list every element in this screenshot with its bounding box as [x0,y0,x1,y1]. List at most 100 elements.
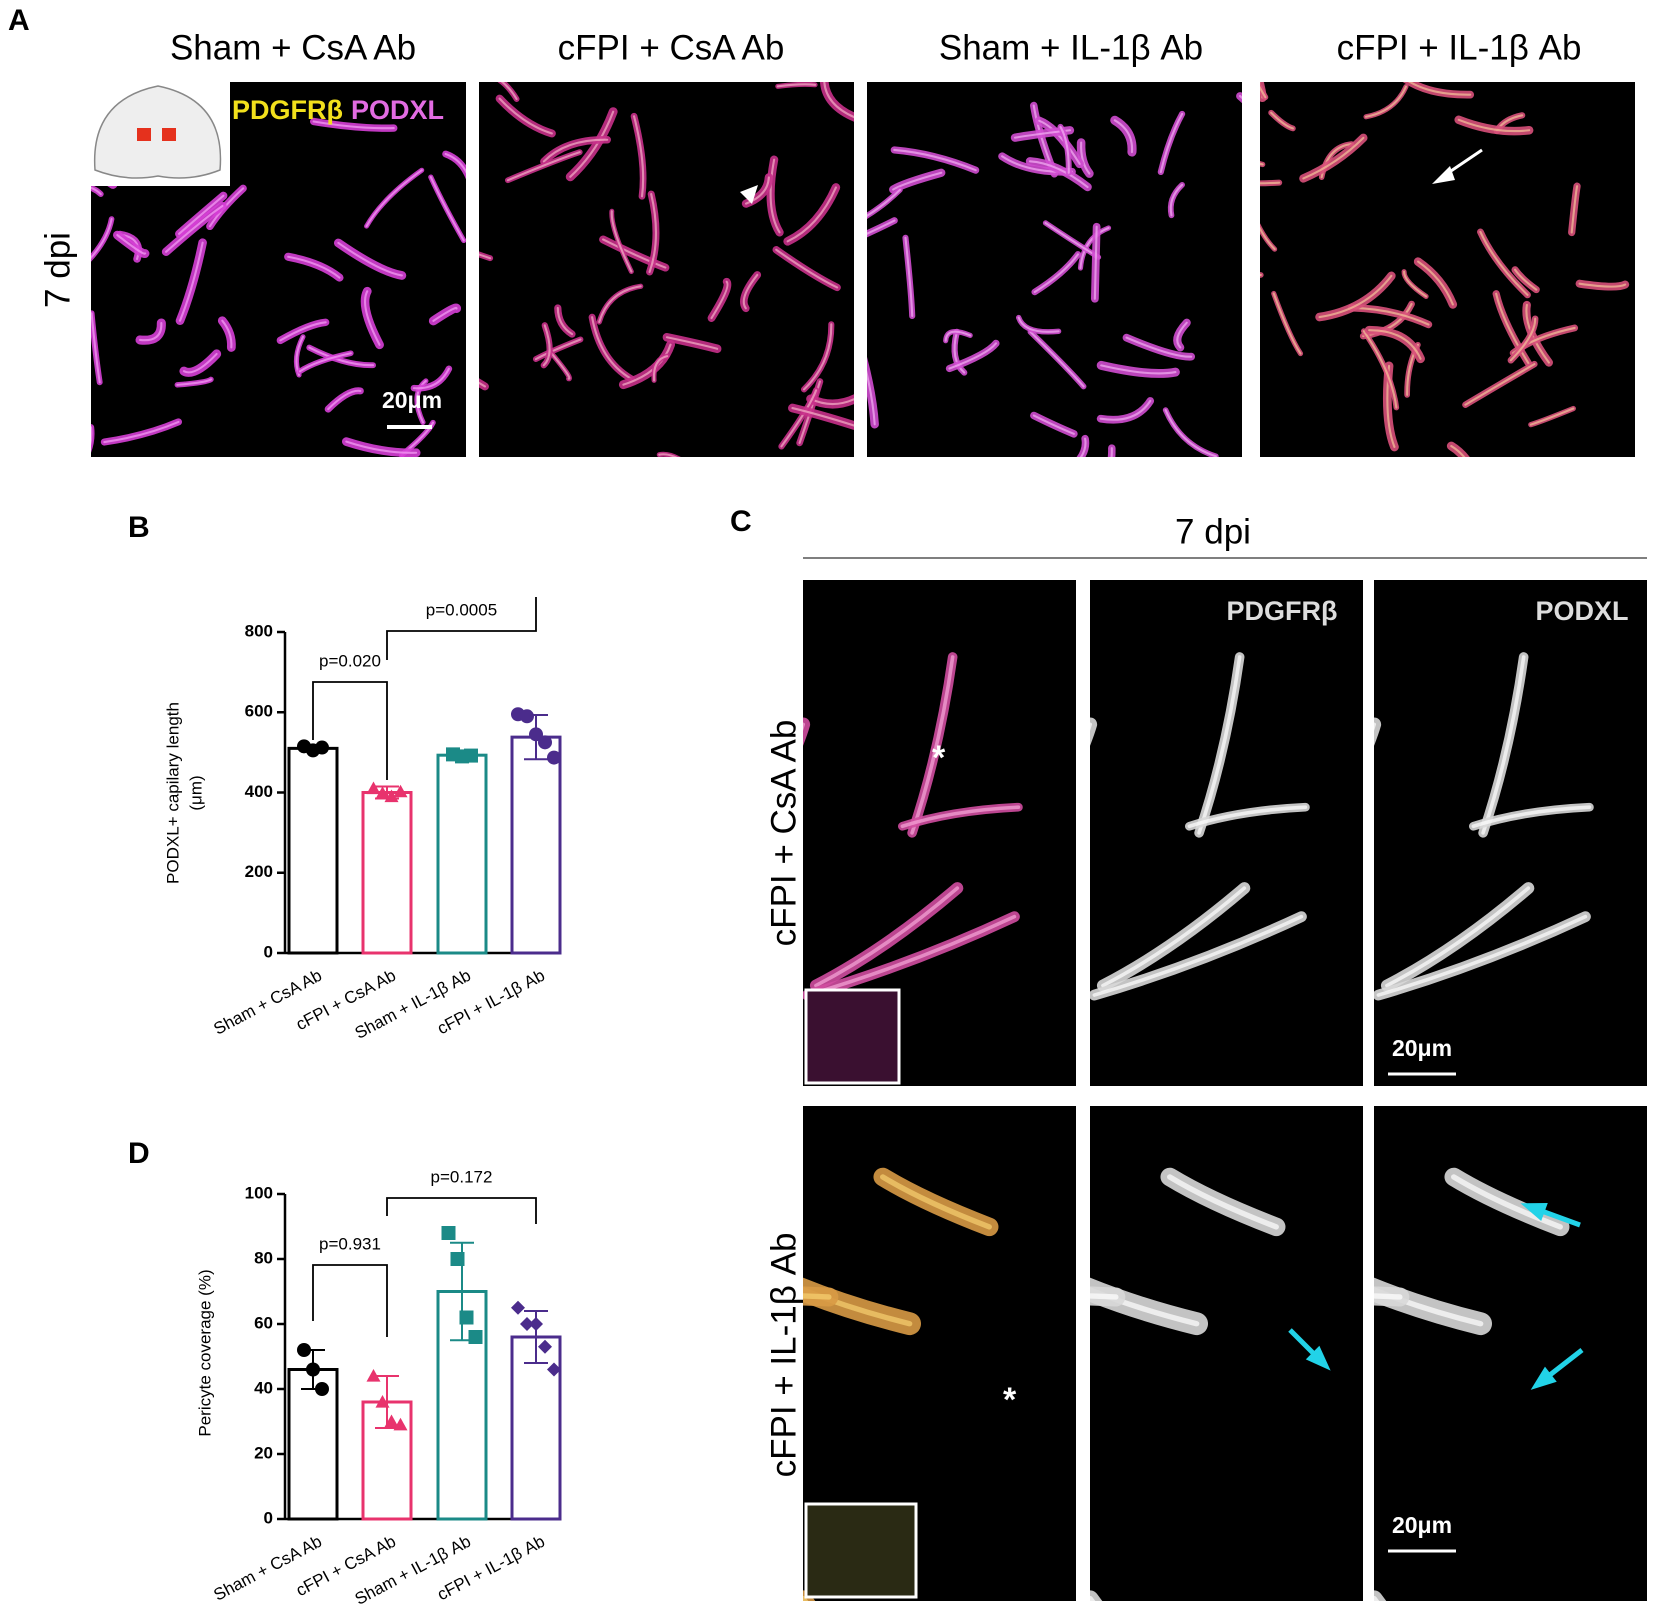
vessel-core [1529,407,1575,426]
channel-label: PDGFRβ [1227,596,1338,626]
point [538,1339,552,1354]
column-title: Sham + IL-1β Ab [939,28,1203,67]
panel-label: A [8,4,30,37]
vessel-core [91,312,101,384]
vessel-core [138,321,163,342]
vessel-core [91,426,93,446]
vessel-core [893,148,977,172]
bar [436,753,488,955]
channel-label: PODXL [1535,596,1628,626]
row-label: 7 dpi [38,232,77,308]
point [393,784,408,798]
vessel-core [1495,292,1530,365]
point [511,1300,525,1315]
micrograph [1374,1106,1647,1601]
vessel-core [569,110,615,178]
vessel-core [549,350,571,380]
vessel-core [710,280,729,320]
vessels [1374,1167,1570,1601]
y-tick-label: 0 [264,942,273,961]
significance-bracket [312,1264,388,1337]
y-axis-label: PODXL+ capilary length [163,702,182,884]
column-title: cFPI + CsA Ab [558,28,785,67]
vessel-core [786,186,838,243]
vessel-core [1376,914,1588,997]
bar [287,746,339,955]
vessel-core [775,248,839,289]
vessel-core [1079,226,1110,270]
vessel-core [803,1293,832,1300]
micrograph [1090,580,1363,1086]
point [366,781,381,795]
point [538,735,552,750]
vessel-core [769,158,781,234]
y-axis-label: Pericyte coverage (%) [195,1269,214,1436]
y-tick-label: 100 [245,1183,273,1202]
vessel-core [744,176,770,205]
p-value: p=0.020 [319,651,381,670]
vessel-core [1570,185,1579,234]
point [547,750,561,765]
vessel-core [944,330,972,342]
vessel [91,424,95,453]
vessel-core [1451,1174,1563,1230]
inset [804,1502,918,1599]
arrowhead [1520,1203,1548,1222]
y-tick-label: 0 [264,1508,273,1527]
region [162,128,176,141]
vessel-core [1028,160,1089,189]
point [384,789,399,803]
vessel-core [665,336,719,350]
vessel-core [182,352,218,374]
vessel-core [556,306,574,336]
row-label: cFPI + IL-1β Ab [764,1233,803,1478]
vessel-core [880,1174,992,1230]
vessel-core [742,273,759,310]
point [441,1226,456,1240]
vessel-core [1509,317,1537,362]
column-title: cFPI + IL-1β Ab [1337,28,1582,67]
vessel-core [591,316,633,381]
vessel-core [632,115,645,198]
vessel-core [805,914,1017,997]
stain: PODXL [351,95,444,125]
vessel-core [802,323,833,391]
vessel-core [1450,444,1466,457]
scale-label: 20μm [1392,1035,1452,1061]
vessel-core [1090,1293,1119,1300]
vessel [1090,1590,1103,1601]
vessel-core [814,886,960,988]
vessel-core [1403,270,1428,298]
vessel-core [1457,118,1531,133]
vessel-core [1164,409,1217,457]
vessel-core [1362,330,1398,409]
brain-outline [93,85,222,179]
vessel-core [867,370,876,426]
vessel-core [910,655,955,835]
point [375,1395,390,1408]
vessel-core [432,306,458,322]
micrograph [1260,82,1635,457]
asterisk: * [932,739,946,777]
vessels [479,82,854,457]
vessel-core [178,241,204,322]
vessel-core [1110,447,1113,457]
vessel-core [500,82,518,101]
column-title: Sham + CsA Ab [170,28,416,67]
vessel-core [327,389,362,411]
micrograph [1374,580,1647,1086]
point [468,1330,483,1344]
point [384,1414,399,1428]
vessel-core [221,319,233,349]
vessel-core [1578,282,1627,288]
vessel-core [1260,181,1281,185]
y-tick-label: 60 [254,1313,273,1332]
vessel-core [1479,230,1529,296]
bar [361,791,413,955]
vessel-core [1159,112,1184,174]
vessel [803,1590,816,1601]
point [529,1317,543,1331]
vessel-core [948,342,998,370]
